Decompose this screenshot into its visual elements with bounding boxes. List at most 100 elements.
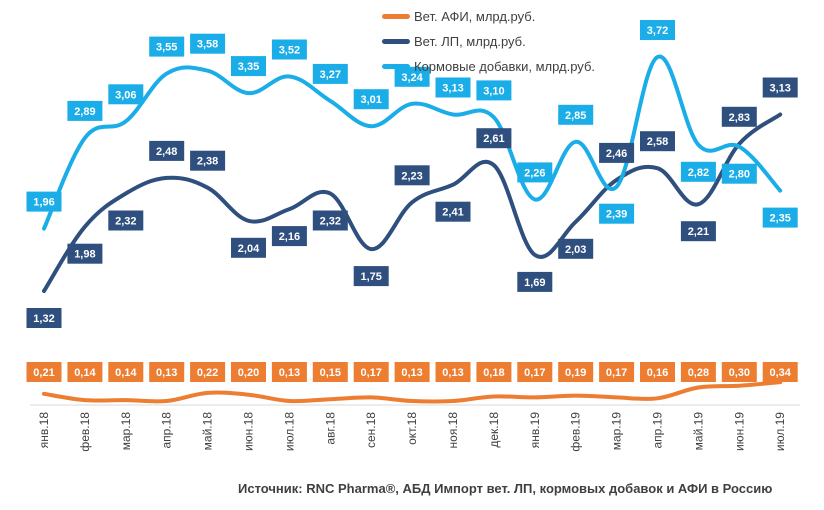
data-label-vet-lp: 2,32 bbox=[108, 210, 144, 231]
data-label-box bbox=[231, 237, 266, 258]
data-label-afi: 0,13 bbox=[271, 362, 307, 382]
data-label-box bbox=[394, 362, 430, 382]
data-label-text: 2,23 bbox=[401, 170, 422, 182]
data-label-feed-additives: 3,01 bbox=[353, 89, 389, 110]
data-label-afi: 0,13 bbox=[149, 362, 185, 382]
data-label-box bbox=[435, 201, 471, 222]
data-label-text: 0,28 bbox=[688, 367, 709, 379]
data-label-box bbox=[762, 77, 798, 98]
data-label-vet-lp: 2,32 bbox=[312, 210, 348, 231]
data-label-text: 0,18 bbox=[483, 367, 504, 379]
data-label-feed-additives: 2,39 bbox=[599, 203, 635, 224]
legend-item-vet-lp: Вет. ЛП, млрд.руб. bbox=[382, 29, 595, 54]
data-label-box bbox=[353, 266, 389, 287]
x-tick-label: май.18 bbox=[201, 412, 215, 451]
data-label-box bbox=[26, 191, 62, 212]
data-label-feed-additives: 3,72 bbox=[640, 20, 675, 40]
data-label-box bbox=[476, 362, 512, 382]
data-label-box bbox=[312, 362, 348, 382]
data-label-vet-lp: 1,98 bbox=[67, 243, 103, 264]
data-label-box bbox=[517, 271, 553, 292]
data-label-box bbox=[353, 89, 389, 110]
x-tick-label: сен.18 bbox=[364, 412, 378, 448]
legend-label-afi: Вет. АФИ, млрд.руб. bbox=[414, 9, 536, 24]
data-label-text: 2,04 bbox=[238, 243, 260, 255]
data-label-text: 3,24 bbox=[401, 72, 423, 84]
data-label-feed-additives: 3,27 bbox=[312, 63, 348, 84]
data-label-text: 0,16 bbox=[647, 367, 668, 379]
data-label-box bbox=[476, 128, 512, 149]
legend-label-feed-additives: Кормовые добавки, млрд.руб. bbox=[414, 59, 596, 74]
data-label-afi: 0,17 bbox=[599, 362, 635, 382]
data-label-feed-additives: 3,13 bbox=[435, 77, 471, 98]
data-label-box bbox=[558, 238, 594, 259]
data-label-box bbox=[26, 362, 62, 382]
data-label-box bbox=[721, 163, 757, 184]
data-label-box bbox=[599, 362, 635, 382]
x-tick-label: мар.19 bbox=[610, 412, 624, 451]
data-label-text: 0,14 bbox=[74, 367, 96, 379]
data-label-text: 0,17 bbox=[524, 367, 545, 379]
data-label-box bbox=[640, 362, 675, 382]
data-label-afi: 0,30 bbox=[721, 362, 757, 382]
data-label-text: 1,69 bbox=[524, 277, 545, 289]
source-note: Источник: RNC Pharma®, АБД Импорт вет. Л… bbox=[238, 481, 773, 496]
data-label-box bbox=[271, 226, 307, 247]
data-label-text: 2,82 bbox=[688, 167, 709, 179]
data-label-text: 2,48 bbox=[156, 146, 177, 158]
legend-item-feed-additives: Кормовые добавки, млрд.руб. bbox=[382, 54, 595, 79]
x-tick-label: июл.18 bbox=[282, 412, 296, 451]
data-label-box bbox=[599, 142, 635, 163]
legend: Вет. АФИ, млрд.руб. Вет. ЛП, млрд.руб. К… bbox=[382, 4, 595, 79]
data-label-text: 2,21 bbox=[688, 226, 709, 238]
series-line-vet-lp bbox=[42, 112, 783, 293]
data-label-box bbox=[517, 162, 553, 183]
x-tick-label: июн.18 bbox=[242, 412, 256, 451]
data-label-feed-additives: 1,96 bbox=[26, 191, 62, 212]
data-label-text: 3,13 bbox=[769, 83, 790, 95]
data-label-text: 2,32 bbox=[320, 216, 341, 228]
series-line-feed-additives bbox=[42, 54, 783, 231]
legend-label-vet-lp: Вет. ЛП, млрд.руб. bbox=[414, 34, 526, 49]
data-label-text: 2,83 bbox=[729, 112, 750, 124]
data-label-text: 1,96 bbox=[33, 197, 54, 209]
data-label-vet-lp: 2,41 bbox=[435, 201, 471, 222]
legend-swatch-feed-additives bbox=[382, 64, 410, 69]
data-label-vet-lp: 3,13 bbox=[762, 77, 798, 98]
data-label-box bbox=[599, 203, 635, 224]
x-tick-label: дек.18 bbox=[487, 412, 501, 448]
data-label-vet-lp: 2,48 bbox=[149, 140, 185, 161]
data-label-vet-lp: 2,58 bbox=[640, 131, 675, 152]
data-label-vet-lp: 2,04 bbox=[231, 237, 266, 258]
data-label-text: 3,55 bbox=[156, 42, 177, 54]
x-tick-label: фев.19 bbox=[569, 412, 583, 452]
data-label-text: 3,01 bbox=[360, 94, 381, 106]
data-label-box bbox=[67, 100, 103, 121]
data-label-afi: 0,13 bbox=[394, 362, 430, 382]
x-tick-label: авг.18 bbox=[323, 412, 337, 445]
data-label-text: 2,61 bbox=[483, 133, 504, 145]
data-label-text: 1,32 bbox=[33, 313, 54, 325]
data-label-vet-lp: 2,38 bbox=[190, 150, 226, 171]
data-label-box bbox=[312, 63, 348, 84]
data-label-feed-additives: 2,26 bbox=[517, 162, 553, 183]
data-label-box bbox=[149, 140, 185, 161]
data-label-box bbox=[108, 84, 144, 105]
data-label-box bbox=[680, 362, 716, 382]
data-label-afi: 0,17 bbox=[353, 362, 389, 382]
data-label-afi: 0,14 bbox=[108, 362, 144, 382]
data-label-vet-lp: 2,46 bbox=[599, 142, 635, 163]
series-lines bbox=[42, 54, 783, 404]
data-label-feed-additives: 2,85 bbox=[558, 104, 594, 125]
data-label-feed-additives: 3,52 bbox=[271, 39, 307, 60]
data-label-box bbox=[108, 210, 144, 231]
x-tick-label: окт.18 bbox=[405, 412, 419, 445]
data-label-feed-additives: 2,82 bbox=[680, 161, 716, 182]
data-label-vet-lp: 1,32 bbox=[26, 308, 62, 328]
data-label-text: 2,16 bbox=[279, 231, 300, 243]
x-tick-label: мар.18 bbox=[119, 412, 133, 451]
legend-swatch-afi bbox=[382, 14, 410, 19]
data-label-text: 2,26 bbox=[524, 167, 545, 179]
data-label-text: 1,75 bbox=[360, 271, 381, 283]
